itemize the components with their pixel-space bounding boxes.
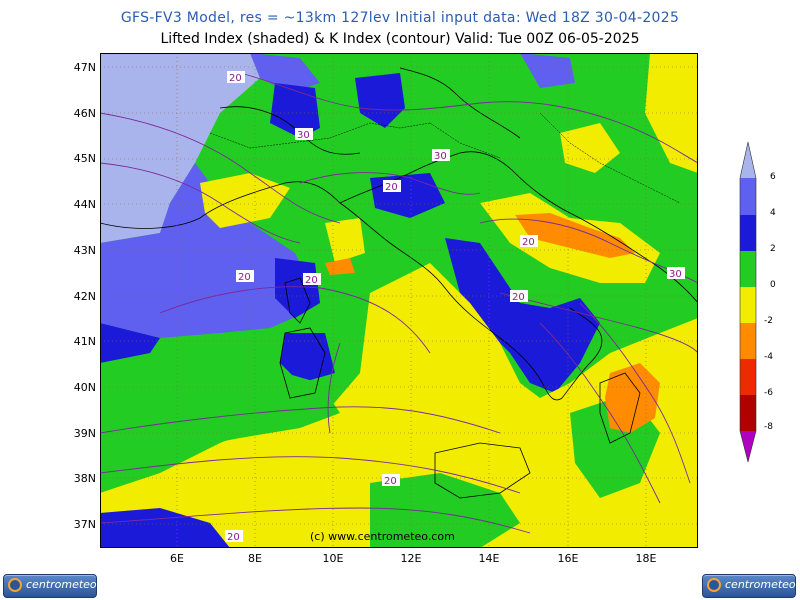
contour-label: 30	[295, 128, 313, 141]
colorbar-label-0: 0	[770, 280, 776, 290]
borders	[209, 112, 681, 204]
colorbar-bottom-arrow	[740, 431, 756, 462]
colorbar-label-6: 6	[770, 172, 776, 182]
contour-label: 20	[225, 530, 243, 543]
li-zone-light-blue	[100, 53, 260, 243]
contour-label: 30	[432, 149, 450, 162]
weather-map: 20 30 30 20 20 20 20 30 20 20 20 (c) www…	[100, 53, 698, 548]
li-zone-orange-elba	[325, 258, 355, 275]
lat-label-42n: 42N	[73, 290, 96, 303]
lat-label-45n: 45N	[73, 152, 96, 165]
li-zone-orange-adriatic	[515, 213, 635, 258]
lat-label-41n: 41N	[73, 335, 96, 348]
svg-text:20: 20	[229, 73, 242, 84]
map-watermark: (c) www.centrometeo.com	[310, 530, 455, 543]
logo-text-left: centrometeo	[26, 578, 97, 591]
logo-text-right: centrometeo	[725, 578, 796, 591]
lat-label-40n: 40N	[73, 381, 96, 394]
svg-text:30: 30	[434, 151, 447, 162]
li-zone-blue-top	[250, 53, 320, 93]
lon-label-12e: 12E	[400, 552, 422, 565]
svg-text:20: 20	[385, 182, 398, 193]
lon-label-18e: 18E	[635, 552, 657, 565]
colorbar-bin-m4-m2	[740, 323, 756, 359]
li-zone-blue-top-right	[520, 53, 575, 88]
li-zone-yellow-south	[100, 263, 698, 548]
li-zone-orange-calabria	[605, 363, 660, 433]
li-zone-darkblue-west-edge	[100, 323, 160, 363]
lon-label-14e: 14E	[478, 552, 500, 565]
map-title-line1: GFS-FV3 Model, res = ~13km 127lev Initia…	[120, 10, 680, 26]
k-index-contours	[100, 72, 698, 534]
contour-label: 20	[383, 180, 401, 193]
colorbar-label-m6: -6	[764, 388, 773, 398]
li-zone-darkblue-south-italy	[445, 238, 600, 393]
svg-text:20: 20	[305, 275, 318, 286]
contour-label: 20	[236, 270, 254, 283]
contour-label: 20	[520, 235, 538, 248]
centrometeo-logo-left[interactable]: centrometeo	[3, 574, 97, 598]
lon-label-8e: 8E	[248, 552, 262, 565]
colorbar-label-2: 2	[770, 244, 776, 254]
colorbar-label-m2: -2	[764, 316, 773, 326]
colorbar-label-m4: -4	[764, 352, 773, 362]
li-zone-yellow-liguria	[200, 173, 290, 228]
globe-icon	[8, 578, 22, 592]
colorbar-bin-m6-m4	[740, 359, 756, 395]
colorbar	[739, 141, 757, 463]
contour-label: 20	[303, 273, 321, 286]
contour-label: 20	[227, 71, 245, 84]
li-zone-blue-west	[100, 163, 310, 338]
centrometeo-logo-right[interactable]: centrometeo	[702, 574, 796, 598]
li-zone-yellow-balkan	[560, 123, 620, 173]
svg-text:20: 20	[512, 292, 525, 303]
lat-lon-grid	[100, 53, 698, 548]
lat-label-47n: 47N	[73, 61, 96, 74]
lat-label-46n: 46N	[73, 107, 96, 120]
svg-text:20: 20	[238, 272, 251, 283]
li-zone-darkblue-alps2	[355, 73, 405, 128]
lat-label-38n: 38N	[73, 472, 96, 485]
li-zone-green-southwest	[100, 353, 340, 463]
colorbar-bin-m8-m6	[740, 395, 756, 431]
li-zone-yellow-northeast	[645, 53, 698, 173]
li-zone-green-sicily	[370, 473, 520, 548]
lat-label-43n: 43N	[73, 244, 96, 257]
lon-label-16e: 16E	[557, 552, 579, 565]
lon-label-6e: 6E	[170, 552, 184, 565]
colorbar-bin-4-6	[740, 178, 756, 215]
lat-label-44n: 44N	[73, 198, 96, 211]
svg-text:20: 20	[522, 237, 535, 248]
colorbar-top-arrow	[740, 142, 756, 178]
lon-label-10e: 10E	[322, 552, 344, 565]
colorbar-bin-m2-0	[740, 287, 756, 323]
lat-label-39n: 39N	[73, 427, 96, 440]
lat-label-37n: 37N	[73, 518, 96, 531]
colorbar-bin-0-2	[740, 251, 756, 287]
li-zone-yellow-tuscany	[325, 218, 365, 263]
map-title-line2: Lifted Index (shaded) & K Index (contour…	[160, 31, 640, 47]
globe-icon	[707, 578, 721, 592]
li-zone-darkblue-sardinia	[280, 333, 335, 383]
li-zone-darkblue-south-edge	[100, 508, 230, 548]
colorbar-label-m8: -8	[764, 422, 773, 432]
svg-text:30: 30	[669, 269, 682, 280]
colorbar-label-4: 4	[770, 208, 776, 218]
svg-text:20: 20	[227, 532, 240, 543]
map-frame	[100, 53, 698, 548]
contour-label: 20	[382, 474, 400, 487]
svg-text:20: 20	[384, 476, 397, 487]
li-zone-darkblue-alps1	[270, 83, 320, 138]
contour-label: 30	[667, 267, 685, 280]
contour-label: 20	[510, 290, 528, 303]
svg-text:30: 30	[297, 130, 310, 141]
colorbar-bin-2-4	[740, 215, 756, 251]
